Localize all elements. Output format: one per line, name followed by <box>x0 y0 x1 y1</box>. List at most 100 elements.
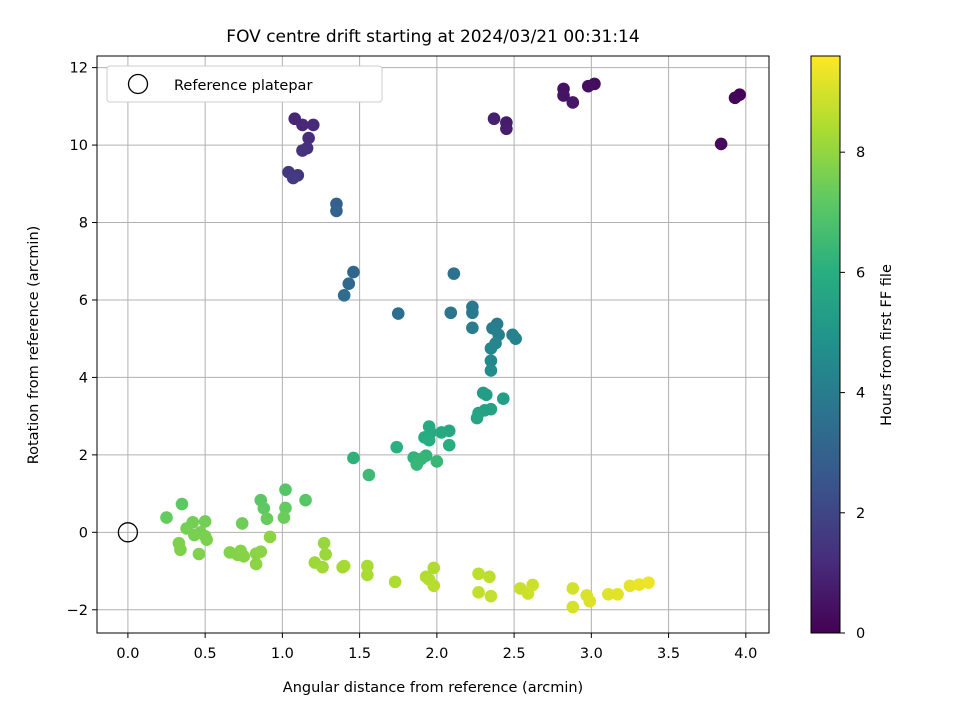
data-point <box>188 528 201 542</box>
grid <box>97 56 769 633</box>
colorbar-tick-label: 6 <box>856 265 865 281</box>
legend-marker <box>127 73 149 95</box>
data-point <box>500 122 513 136</box>
data-point <box>347 265 360 279</box>
data-point <box>484 364 498 377</box>
data-point <box>306 118 320 132</box>
data-point <box>342 277 356 291</box>
data-point <box>466 306 479 320</box>
y-tick-label: 2 <box>79 448 88 464</box>
x-axis-label: Angular distance from reference (arcmin) <box>283 680 583 696</box>
data-point <box>566 582 580 595</box>
x-tick-label: 0.5 <box>194 646 217 662</box>
colorbar-tick-label: 0 <box>856 626 865 642</box>
data-point <box>483 570 496 584</box>
y-tick-label: 10 <box>70 138 88 154</box>
data-point <box>316 560 329 574</box>
data-point <box>296 118 309 132</box>
data-point <box>581 79 595 93</box>
colorbar-label: Hours from first FF file <box>879 264 895 426</box>
data-point <box>435 426 448 439</box>
y-tick-label: 6 <box>79 293 88 309</box>
data-point <box>391 307 405 320</box>
data-point <box>330 204 343 218</box>
data-point <box>566 600 580 614</box>
data-point <box>472 567 485 581</box>
x-tick-label: 4.0 <box>734 646 757 662</box>
data-point <box>430 455 444 468</box>
data-point <box>447 267 461 280</box>
y-tick-label: 12 <box>70 61 88 77</box>
y-tick-label: 8 <box>79 216 88 232</box>
x-tick-label: 1.5 <box>348 646 371 662</box>
y-axis: −2 0 2 4 6 8 10 12 <box>67 61 97 619</box>
data-point <box>470 411 484 425</box>
legend: Reference platepar <box>106 65 383 103</box>
colorbar-gradient <box>810 55 841 634</box>
data-point <box>427 561 441 575</box>
colorbar-tick-label: 4 <box>856 386 865 402</box>
data-point <box>487 112 501 126</box>
data-point <box>299 493 312 507</box>
data-point <box>361 568 374 582</box>
x-tick-label: 3.5 <box>657 646 680 662</box>
colorbar-ticks: 0 2 4 6 8 <box>840 145 865 642</box>
data-point <box>444 306 458 320</box>
data-point <box>302 131 315 145</box>
data-point <box>479 388 493 402</box>
data-point <box>410 458 424 471</box>
data-point <box>583 594 597 608</box>
data-point <box>388 575 402 589</box>
x-tick-label: 2.5 <box>503 646 526 662</box>
chart-title: FOV centre drift starting at 2024/03/21 … <box>226 27 639 47</box>
points-layer <box>160 77 746 614</box>
x-tick-label: 3.0 <box>580 646 603 662</box>
reference-marker <box>117 522 139 543</box>
colorbar: 0 2 4 6 8 Hours from first FF file <box>810 55 895 642</box>
data-point <box>317 536 331 550</box>
data-point <box>602 587 615 601</box>
y-tick-label: −2 <box>67 603 88 619</box>
y-tick-label: 0 <box>79 525 88 541</box>
data-point <box>611 587 624 601</box>
data-point <box>714 137 728 151</box>
data-point <box>235 517 249 530</box>
data-point <box>472 586 485 599</box>
data-point <box>466 321 479 335</box>
data-point <box>728 91 742 105</box>
data-point <box>198 515 212 528</box>
data-point <box>509 332 522 345</box>
data-point <box>192 547 206 561</box>
data-point <box>277 511 291 524</box>
data-point <box>362 468 376 482</box>
data-point <box>319 548 332 561</box>
data-point <box>254 545 268 558</box>
legend-box <box>106 65 383 103</box>
data-point <box>484 342 498 355</box>
data-point <box>337 289 351 302</box>
data-point <box>263 530 277 544</box>
data-point <box>200 533 213 546</box>
data-point <box>260 512 274 526</box>
data-point <box>566 96 580 109</box>
data-point <box>249 557 263 571</box>
data-point <box>422 433 436 447</box>
data-point <box>279 483 292 497</box>
data-point <box>286 171 300 185</box>
data-point <box>442 438 456 452</box>
data-point <box>160 511 173 524</box>
data-point <box>296 144 309 157</box>
data-point <box>484 354 498 368</box>
colorbar-tick-label: 2 <box>856 506 865 522</box>
plot-frame <box>96 55 770 634</box>
data-point <box>337 559 351 573</box>
y-tick-label: 4 <box>79 370 88 386</box>
x-tick-label: 1.0 <box>271 646 294 662</box>
data-point <box>390 440 403 454</box>
data-point <box>361 559 374 573</box>
data-point <box>347 451 360 465</box>
data-point <box>279 501 292 515</box>
data-point <box>175 497 189 511</box>
x-tick-label: 0.0 <box>116 646 139 662</box>
